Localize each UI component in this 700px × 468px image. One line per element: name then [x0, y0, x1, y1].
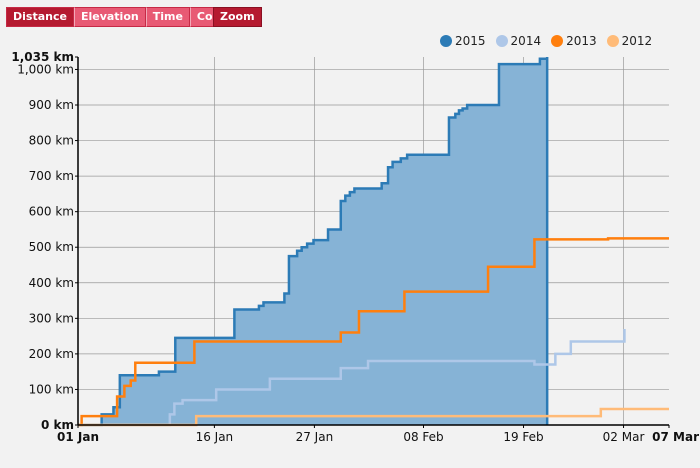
elevation-button[interactable]: Elevation: [73, 7, 146, 27]
y-tick-label: 300 km: [29, 311, 74, 325]
y-tick-label: 200 km: [29, 347, 74, 361]
legend-label-2013: 2013: [566, 34, 597, 48]
distance-button[interactable]: Distance: [6, 7, 74, 27]
y-tick-label: 1,035 km: [11, 50, 74, 64]
legend-item-2013[interactable]: 2013: [551, 34, 597, 48]
x-tick-label: 27 Jan: [296, 430, 334, 444]
y-tick-label: 800 km: [29, 134, 74, 148]
legend-dot-2012: [606, 35, 619, 47]
x-tick-label: 16 Jan: [196, 430, 234, 444]
x-tick-label: 01 Jan: [57, 430, 99, 444]
line-2014: [78, 329, 626, 427]
legend-item-2012[interactable]: 2012: [606, 34, 653, 48]
legend-item-2015[interactable]: 2015: [440, 34, 486, 48]
y-tick-label: 1,000 km: [17, 62, 74, 76]
metric-toolbar: Distance Elevation Time Count: [6, 7, 241, 27]
y-tick-label: 400 km: [29, 276, 74, 290]
line-2015: [78, 57, 549, 427]
y-tick-label: 500 km: [29, 240, 74, 254]
x-tick-label: 19 Feb: [503, 430, 543, 444]
legend-dot-2013: [551, 35, 564, 47]
legend-dot-2014: [495, 35, 508, 47]
y-tick-label: 0 km: [41, 418, 74, 432]
legend-item-2014[interactable]: 2014: [495, 34, 542, 48]
y-tick-label: 900 km: [29, 98, 74, 112]
y-tick-label: 600 km: [29, 205, 74, 219]
time-button[interactable]: Time: [145, 7, 190, 27]
line-2013: [78, 237, 669, 427]
legend-label-2015: 2015: [455, 34, 486, 48]
x-tick-label: 02 Mar: [603, 430, 645, 444]
legend-label-2014: 2014: [510, 34, 542, 48]
legend-label-2012: 2012: [621, 34, 653, 48]
x-tick-label: 08 Feb: [403, 430, 443, 444]
x-tick-label: 07 Mar: [652, 430, 699, 444]
y-tick-label: 700 km: [29, 169, 74, 183]
area-2015: [78, 57, 548, 425]
y-tick-label: 100 km: [29, 382, 74, 396]
zoom-button[interactable]: Zoom: [213, 7, 262, 27]
chart-legend: 2015 2014 2013 2012: [440, 34, 652, 48]
legend-dot-2015: [440, 35, 452, 47]
